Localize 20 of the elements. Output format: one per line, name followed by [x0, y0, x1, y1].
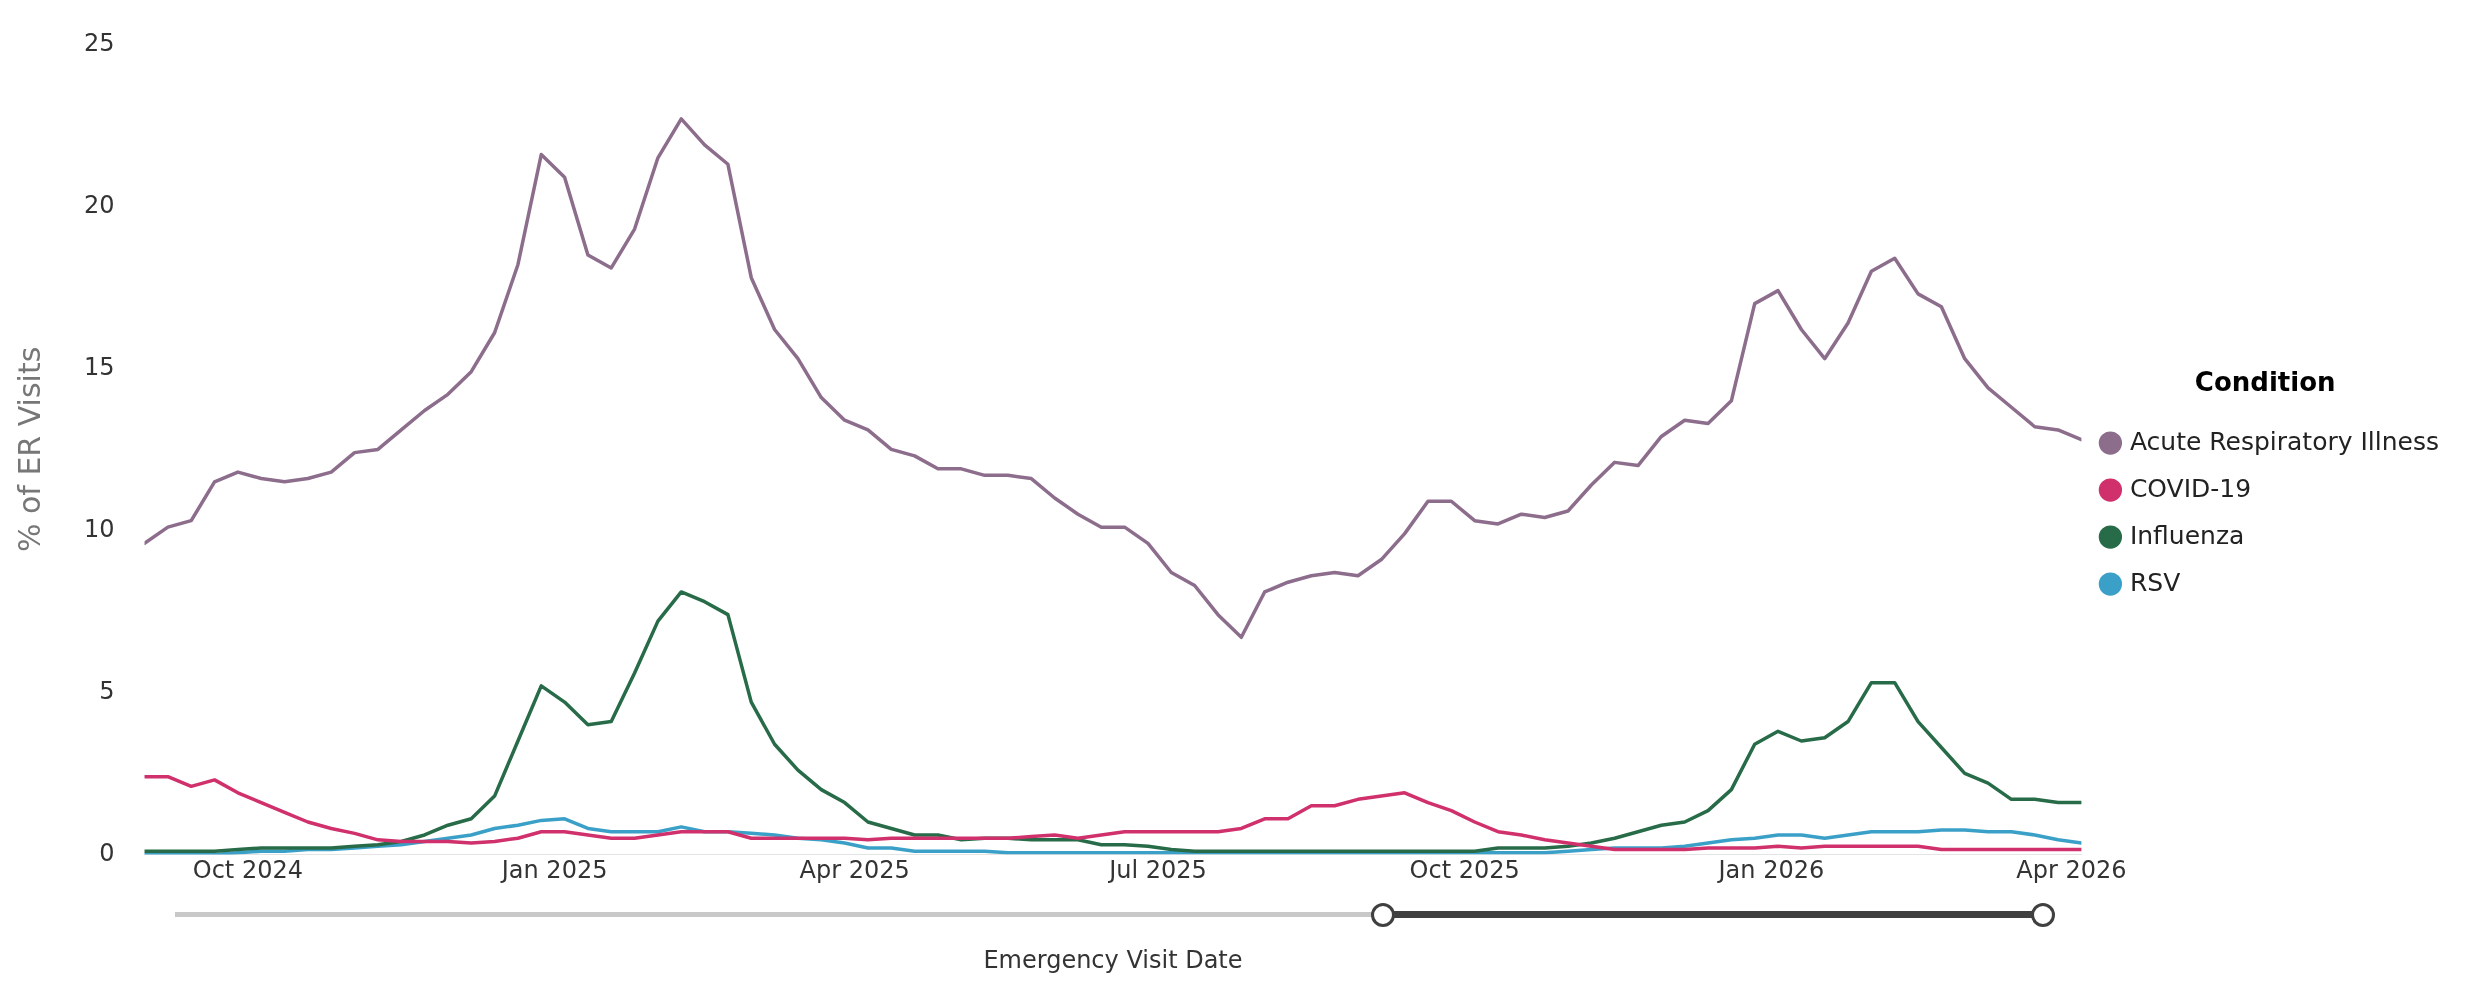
- legend-title: Condition: [2194, 367, 2336, 398]
- legend-label: COVID-19: [2129, 473, 2252, 503]
- y-tick-label: 10: [83, 514, 115, 543]
- legend-label: Influenza: [2129, 520, 2245, 550]
- x-tick-label: Oct 2025: [1409, 856, 1520, 885]
- x-tick-label: Apr 2025: [799, 856, 910, 885]
- y-tick-label: 0: [99, 838, 115, 867]
- x-tick-label: Oct 2024: [192, 856, 303, 885]
- x-tick-label: Jul 2025: [1107, 856, 1207, 885]
- y-tick-label: 15: [83, 352, 115, 381]
- x-tick-label: Jan 2026: [1716, 856, 1825, 885]
- legend-label: RSV: [2129, 567, 2181, 597]
- x-axis-title: Emergency Visit Date: [983, 945, 1243, 974]
- y-tick-label: 5: [99, 676, 115, 705]
- x-tick-label: Jan 2025: [499, 856, 608, 885]
- y-axis-title: % of ER Visits: [11, 346, 47, 553]
- y-tick-label: 20: [83, 190, 115, 219]
- y-tick-label: 25: [83, 28, 115, 57]
- x-tick-label: Apr 2026: [2016, 856, 2127, 885]
- legend-label: Acute Respiratory Illness: [2129, 426, 2439, 456]
